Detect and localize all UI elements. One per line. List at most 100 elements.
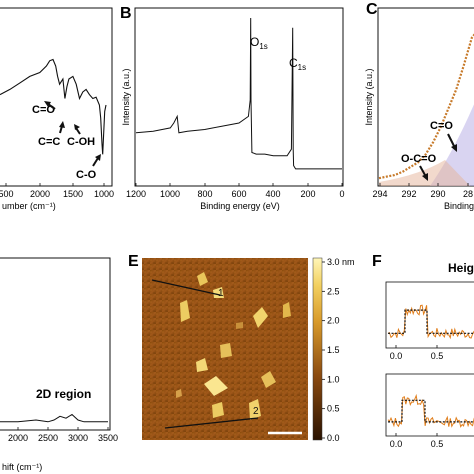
- afm-flake: [180, 300, 190, 322]
- panel-f-top-frame: [385, 281, 474, 349]
- panel-d: 2000 2500 3000 3500 2D region hift (cm⁻¹): [0, 257, 118, 472]
- panel-c-x-tick-label: 292: [401, 189, 416, 199]
- panel-f-title: Heig: [448, 261, 474, 275]
- panel-a-arrowhead-2: [59, 121, 65, 128]
- panel-f-bottom-step-fit: [388, 399, 474, 423]
- panel-e-label: E: [128, 253, 139, 270]
- panel-a-ftir-line: [0, 58, 107, 155]
- panel-c-annot-co: C=O: [430, 120, 453, 132]
- panel-d-x-tick-label: 3500: [98, 433, 118, 443]
- colorbar-tick-label: 0.0: [327, 433, 340, 443]
- panel-a-annot-coh: C-OH: [67, 136, 95, 148]
- panel-a-arrowhead-3: [74, 124, 80, 130]
- panel-b-frame: [134, 7, 344, 187]
- panel-a-x-tick-label: 1000: [94, 189, 114, 199]
- panel-e-colorbar-ticks: 3.0 nm 2.5 2.0 1.5 1.0 0.5 0.0: [322, 257, 355, 443]
- panel-c-label: C: [366, 1, 378, 18]
- panel-f-bottom-x-ticks: 0.0 0.5: [390, 433, 444, 449]
- colorbar-tick-label: 1.5: [327, 345, 340, 355]
- panel-b-x-tick-label: 200: [300, 189, 315, 199]
- panel-e-profile-2-label: 2: [253, 406, 259, 417]
- panel-b-xlabel: Binding energy (eV): [200, 201, 280, 211]
- panel-f-top-x-ticks: 0.0 0.5: [390, 345, 444, 361]
- panel-d-x-tick-label: 3000: [68, 433, 88, 443]
- panel-b-x-tick-label: 1200: [126, 189, 146, 199]
- panel-b-x-tick-label: 400: [265, 189, 280, 199]
- panel-d-x-tick-label: 2000: [8, 433, 28, 443]
- afm-flake: [196, 358, 208, 372]
- panel-a-annot-co-double: C=O: [32, 104, 55, 116]
- panel-d-x-ticks: 2000 2500 3000 3500: [8, 427, 118, 443]
- panel-a-xlabel: umber (cm⁻¹): [2, 201, 56, 211]
- panel-b-x-tick-label: 0: [339, 189, 344, 199]
- panel-c-arrow-2: [419, 165, 426, 176]
- panel-b-x-tick-label: 600: [231, 189, 246, 199]
- panel-b-xps-survey-line: [135, 17, 342, 170]
- panel-a-x-tick-label: 1500: [63, 189, 83, 199]
- panel-a-arrowhead-1: [44, 101, 51, 107]
- panel-c-arrowhead-1: [451, 144, 457, 152]
- panel-c-fit-line: [378, 33, 474, 180]
- panel-e-profile-1-label: 1: [218, 288, 224, 299]
- afm-flake: [213, 287, 224, 298]
- afm-flake: [212, 402, 224, 418]
- panel-b-label: B: [120, 5, 132, 22]
- panel-b-x-tick-label: 1000: [160, 189, 180, 199]
- panel-b-x-tick-label: 800: [197, 189, 212, 199]
- afm-flake: [261, 371, 276, 388]
- afm-flake: [197, 272, 208, 286]
- panel-d-xlabel: hift (cm⁻¹): [2, 462, 42, 472]
- panel-d-region-label: 2D region: [36, 387, 91, 401]
- panel-c-ylabel: Intensity (a.u.): [364, 68, 374, 125]
- panel-f-bottom-x-tick-label: 0.5: [431, 439, 444, 449]
- panel-b: B 1200 1000 800 600 400 200 0 Binding energy (…: [120, 5, 345, 211]
- panel-c-annot-oco: O-C=O: [401, 153, 437, 165]
- panel-b-ylabel: Intensity (a.u.): [121, 68, 131, 125]
- panel-f-bottom-profile: [387, 393, 474, 428]
- panel-a: 500 2000 1500 1000 umber (cm⁻¹) C=O C=C C-O…: [0, 7, 114, 211]
- panel-f-top-profile: [387, 304, 474, 340]
- colorbar-tick-label: 0.5: [327, 404, 340, 414]
- panel-c-x-ticks: 294 292 290 28: [372, 183, 473, 199]
- panel-d-x-tick-label: 2500: [38, 433, 58, 443]
- panel-f-top-step-fit: [388, 309, 474, 334]
- panel-e-profile-line-2: [164, 417, 259, 429]
- afm-flake: [236, 322, 243, 329]
- panel-a-x-tick-label: 2000: [30, 189, 50, 199]
- afm-flake: [253, 307, 268, 328]
- panel-a-annot-cc: C=C: [38, 136, 60, 148]
- panel-b-peak-c-label: C1s: [289, 56, 306, 72]
- panel-f: F Heig 0.0 0.5 0.0 0.5: [372, 253, 474, 449]
- panel-f-top-x-tick-label: 0.0: [390, 351, 403, 361]
- afm-flake: [283, 302, 291, 318]
- panel-e-profile-line-1: [151, 279, 221, 296]
- panel-a-arrowhead-4: [95, 154, 101, 161]
- afm-flake: [176, 389, 182, 398]
- panel-f-label: F: [372, 253, 382, 270]
- panel-a-x-ticks: 500 2000 1500 1000: [0, 183, 114, 199]
- panel-d-frame: [0, 257, 111, 431]
- panel-b-x-ticks: 1200 1000 800 600 400 200 0: [126, 183, 345, 199]
- panel-f-bottom-x-tick-label: 0.0: [390, 439, 403, 449]
- panel-f-bottom-frame: [385, 373, 474, 437]
- afm-flake: [249, 399, 261, 420]
- afm-flake: [204, 376, 228, 396]
- panel-c-xlabel: Binding: [444, 201, 474, 211]
- panel-e-colorbar: [312, 257, 323, 441]
- panel-c-component-fill: [430, 104, 474, 186]
- colorbar-tick-label: 3.0 nm: [327, 257, 355, 267]
- panel-c-arrowhead-2: [422, 173, 428, 181]
- panel-f-top-x-tick-label: 0.5: [431, 351, 444, 361]
- panel-c-arrow-1: [447, 133, 455, 147]
- panel-c: C 294 292 290 28 Intensity (a.u.) Binding C…: [364, 1, 474, 211]
- panel-c-x-tick-label: 294: [372, 189, 387, 199]
- panel-c-x-tick-label: 28: [463, 189, 473, 199]
- panel-a-x-tick-label: 500: [0, 189, 14, 199]
- panel-b-peak-o-label: O1s: [250, 35, 268, 51]
- colorbar-tick-label: 2.5: [327, 286, 340, 296]
- panel-a-frame: [0, 7, 113, 187]
- colorbar-tick-label: 2.0: [327, 316, 340, 326]
- panel-a-annot-co-single: C-O: [76, 169, 97, 181]
- colorbar-tick-label: 1.0: [327, 374, 340, 384]
